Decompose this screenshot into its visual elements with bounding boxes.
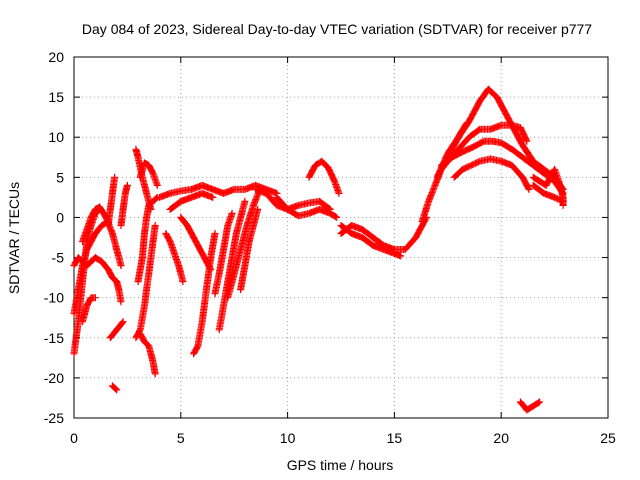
series-arc-07: [79, 294, 99, 326]
x-tick-label: 20: [493, 430, 509, 446]
y-tick-label: 0: [56, 209, 64, 225]
series-arc-17: [166, 189, 217, 213]
series-arc-23: [211, 209, 236, 298]
series-arc-37: [516, 398, 544, 414]
series-arc-12: [136, 159, 161, 189]
x-tick-label: 5: [177, 430, 185, 446]
series-arc-14: [132, 222, 159, 342]
series-arc-05: [104, 173, 119, 229]
series-arc-13: [134, 193, 161, 286]
y-tick-label: 5: [56, 169, 64, 185]
series-arc-27: [305, 157, 343, 197]
x-tick-label: 0: [70, 430, 78, 446]
series-arc-31: [433, 85, 567, 193]
series-arc-10: [117, 181, 131, 229]
chart-title: Day 084 of 2023, Sidereal Day-to-day VTE…: [82, 21, 592, 37]
series-arc-24: [237, 205, 262, 294]
series-arc-28: [337, 213, 430, 253]
y-tick-label: -5: [52, 250, 65, 266]
x-axis-title: GPS time / hours: [287, 457, 394, 473]
series-arc-09: [108, 382, 121, 394]
y-tick-label: -25: [44, 410, 64, 426]
x-tick-labels: 0 5 10 15 20 25: [70, 430, 616, 446]
series-arc-03: [70, 254, 121, 286]
series-arc-29: [337, 222, 405, 260]
data-points: [70, 85, 567, 414]
x-tick-label: 15: [387, 430, 403, 446]
series-arc-15: [136, 330, 159, 378]
series-arc-16: [155, 181, 281, 201]
x-tick-label: 10: [280, 430, 296, 446]
y-tick-label: 10: [48, 129, 64, 145]
axis-ticks: [73, 56, 609, 419]
y-tick-label: -10: [44, 290, 64, 306]
y-tick-labels: -25 -20 -15 -10 -5 0 5 10 15 20: [44, 49, 64, 426]
y-tick-label: 20: [48, 49, 64, 65]
series-arc-22: [224, 185, 264, 302]
series-arc-20: [190, 230, 219, 358]
series-arc-21: [215, 197, 249, 334]
y-tick-label: -15: [44, 330, 64, 346]
y-tick-label: -20: [44, 370, 64, 386]
series-arc-33: [437, 137, 567, 197]
y-tick-label: 15: [48, 89, 64, 105]
plot-frame: [73, 56, 609, 419]
series-arc-18: [162, 230, 187, 286]
series-arc-02: [70, 218, 112, 318]
y-axis-title: SDTVAR / TECUs: [6, 182, 22, 294]
series-arc-36: [529, 181, 567, 205]
series-arc-08: [106, 318, 127, 342]
x-tick-label: 25: [600, 430, 616, 446]
series-arc-34: [450, 155, 533, 193]
series-arc-06: [113, 278, 125, 306]
series-arc-26: [273, 193, 341, 221]
